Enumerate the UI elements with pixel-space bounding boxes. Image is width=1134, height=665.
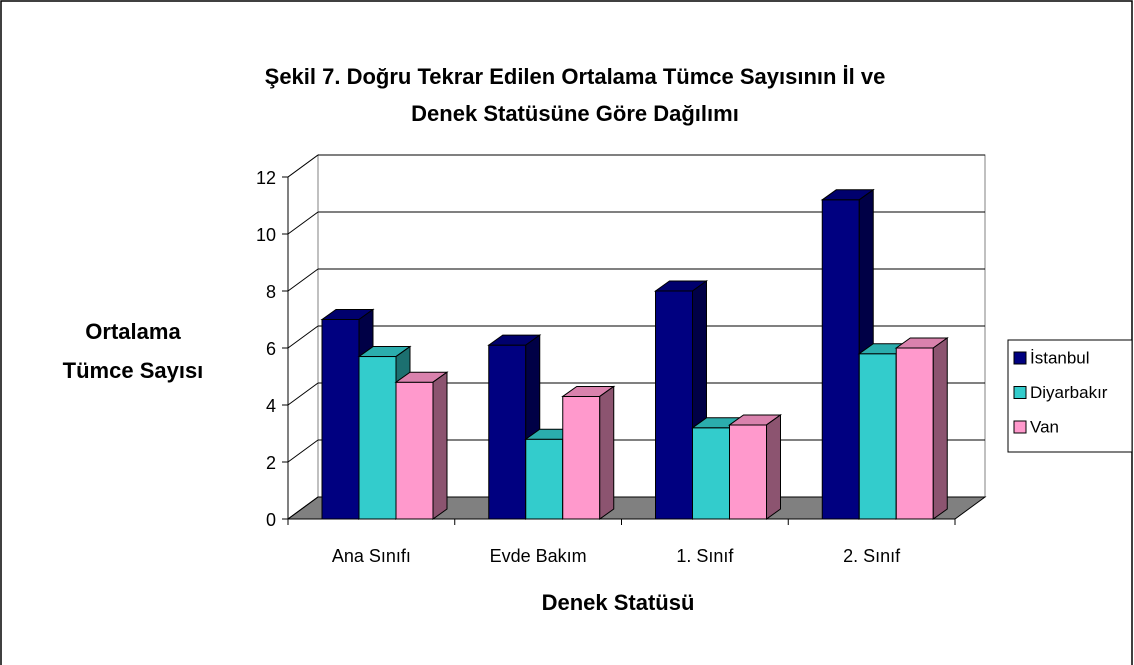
y-tick-label: 0 [266,510,276,530]
y-axis-label: Ortalama [85,319,181,344]
bar [895,347,934,520]
chart-title: Şekil 7. Doğru Tekrar Edilen Ortalama Tü… [265,64,886,89]
bar [692,427,730,520]
x-tick-label: 1. Sınıf [676,546,734,566]
y-tick-label: 12 [256,168,276,188]
bar [525,438,564,520]
side-grid-line [287,496,319,520]
x-tick-label: Ana Sınıfı [332,546,411,566]
side-grid-line [287,325,319,349]
bar [358,356,397,520]
bar-side [432,371,448,520]
side-grid-line [287,211,319,235]
legend-key [1013,351,1027,365]
x-tick-label: Evde Bakım [490,546,587,566]
bar [821,199,860,520]
y-axis-label: Tümce Sayısı [63,358,204,383]
legend-key [1013,420,1027,434]
legend-label: İstanbul [1030,348,1090,367]
bar [321,319,360,520]
legend-box [1007,339,1133,453]
side-grid-line [287,154,319,178]
y-tick-label: 8 [266,282,276,302]
bar [729,424,767,520]
bar [395,381,434,520]
chart-title: Denek Statüsüne Göre Dağılımı [411,101,739,126]
y-tick-label: 2 [266,453,276,473]
side-grid-line [287,439,319,463]
side-grid-line [287,382,319,406]
bar [858,353,897,520]
bar [562,395,601,520]
side-grid-line [287,268,319,292]
legend-label: Van [1030,417,1059,436]
x-axis-label: Denek Statüsü [542,590,695,615]
bar [655,290,693,520]
bar-side [766,413,781,520]
legend-key [1013,386,1027,399]
bar [488,344,527,520]
x-tick-label: 2. Sınıf [843,546,901,566]
y-tick-label: 4 [266,396,276,416]
y-tick-label: 10 [256,225,276,245]
bar-side [599,385,615,520]
legend-label: Diyarbakır [1030,383,1108,402]
bar-side [932,337,948,520]
y-tick-label: 6 [266,339,276,359]
